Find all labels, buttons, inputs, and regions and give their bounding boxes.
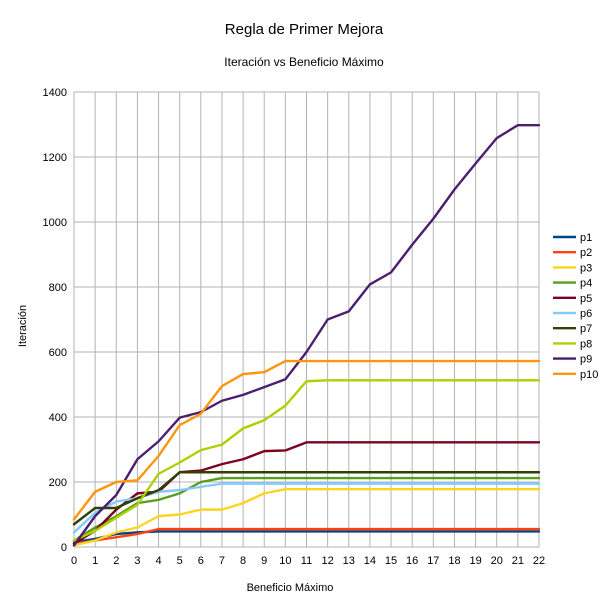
series-line-p7 xyxy=(72,471,541,526)
legend-item-p10: p10 xyxy=(553,369,598,381)
x-tick-label: 11 xyxy=(301,555,312,567)
legend-label: p5 xyxy=(580,293,592,305)
chart-subtitle: Iteración vs Beneficio Máximo xyxy=(224,55,384,69)
y-tick-label: 1200 xyxy=(43,152,67,164)
legend-item-p7: p7 xyxy=(553,323,592,335)
x-axis-title: Beneficio Máximo xyxy=(247,582,334,594)
y-axis-title: Iteración xyxy=(17,305,29,347)
y-tick-label: 200 xyxy=(49,477,67,489)
legend-item-p3: p3 xyxy=(553,262,592,274)
legend-item-p4: p4 xyxy=(553,278,592,290)
legend-item-p9: p9 xyxy=(553,354,592,366)
series-line-p8 xyxy=(72,379,541,542)
x-tick-label: 14 xyxy=(364,555,376,567)
x-tick-label: 12 xyxy=(322,555,334,567)
y-tick-label: 800 xyxy=(49,282,67,294)
x-tick-label: 8 xyxy=(240,555,246,567)
x-tick-label: 7 xyxy=(219,555,225,567)
series-line-p3 xyxy=(72,487,541,547)
x-tick-label: 17 xyxy=(427,555,439,567)
legend-item-p2: p2 xyxy=(553,247,592,259)
x-tick-label: 13 xyxy=(343,555,355,567)
legend-label: p3 xyxy=(580,262,592,274)
x-tick-label: 22 xyxy=(533,555,545,567)
legend-item-p6: p6 xyxy=(553,308,592,320)
legend: p1 p2 p3 p4 p5 p6 p7 p8 p9 p10 xyxy=(553,232,598,381)
x-tick-label: 2 xyxy=(113,555,119,567)
x-tick-label: 18 xyxy=(448,555,460,567)
x-tick-label: 1 xyxy=(92,555,98,567)
x-tick-label: 3 xyxy=(134,555,140,567)
legend-label: p10 xyxy=(580,369,598,381)
x-tick-label: 19 xyxy=(469,555,481,567)
y-tick-label: 600 xyxy=(49,347,67,359)
legend-label: p1 xyxy=(580,232,592,244)
legend-label: p9 xyxy=(580,354,592,366)
legend-label: p6 xyxy=(580,308,592,320)
series-line-p4 xyxy=(72,476,541,542)
legend-label: p7 xyxy=(580,323,592,335)
x-tick-label: 16 xyxy=(406,555,418,567)
x-tick-label: 4 xyxy=(155,555,161,567)
series-line-p10 xyxy=(72,359,541,521)
y-tick-label: 400 xyxy=(49,412,67,424)
x-tick-label: 9 xyxy=(261,555,267,567)
y-tick-label: 1000 xyxy=(43,217,67,229)
x-tick-label: 21 xyxy=(512,555,524,567)
legend-label: p8 xyxy=(580,338,592,350)
x-tick-label: 15 xyxy=(385,555,397,567)
series-line-p2 xyxy=(72,527,541,545)
y-tick-label: 1400 xyxy=(43,87,67,99)
legend-item-p1: p1 xyxy=(553,232,592,244)
legend-item-p5: p5 xyxy=(553,293,592,305)
x-tick-label: 5 xyxy=(177,555,183,567)
y-tick-label: 0 xyxy=(61,542,67,554)
series-line-p9 xyxy=(72,123,541,547)
chart-title: Regla de Primer Mejora xyxy=(225,21,384,38)
x-tick-label: 6 xyxy=(198,555,204,567)
legend-label: p4 xyxy=(580,278,592,290)
legend-label: p2 xyxy=(580,247,592,259)
legend-item-p8: p8 xyxy=(553,338,592,350)
x-tick-label: 20 xyxy=(491,555,503,567)
x-tick-label: 0 xyxy=(71,555,77,567)
x-tick-label: 10 xyxy=(279,555,291,567)
